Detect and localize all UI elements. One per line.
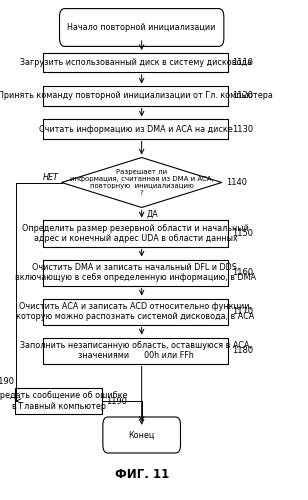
Text: 1110: 1110 (233, 58, 253, 67)
Text: 1140: 1140 (226, 178, 247, 187)
Text: Загрузить использованный диск в систему дисковода: Загрузить использованный диск в систему … (19, 58, 252, 67)
FancyBboxPatch shape (59, 8, 224, 46)
Text: 1130: 1130 (233, 124, 254, 134)
Text: Очистить DMA и записать начальный DFL и DDS,
включающую в себя определенную инфо: Очистить DMA и записать начальный DFL и … (15, 263, 256, 282)
Text: 1190: 1190 (0, 376, 14, 386)
Bar (43, 220, 228, 246)
Text: 1170: 1170 (233, 307, 254, 316)
Text: Определить размер резервной области и начальный
адрес и конечный адрес UDA в обл: Определить размер резервной области и на… (22, 224, 249, 243)
Text: Считать информацию из DMA и ACA на диске: Считать информацию из DMA и ACA на диске (38, 124, 233, 134)
Text: 1180: 1180 (233, 346, 254, 355)
Text: ФИГ. 11: ФИГ. 11 (115, 468, 169, 481)
Polygon shape (62, 158, 222, 208)
FancyBboxPatch shape (103, 417, 180, 453)
Text: 1160: 1160 (233, 268, 254, 277)
Text: Конец: Конец (128, 430, 155, 440)
Bar (43, 338, 228, 363)
Text: ДА: ДА (146, 210, 158, 219)
Bar (43, 53, 228, 72)
Text: Заполнить незаписанную область, оставшуюся в ACA,
значениями      00h или FFh: Заполнить незаписанную область, оставшую… (20, 341, 251, 360)
Text: НЕТ: НЕТ (43, 173, 59, 182)
Text: Разрешает ли
информация, считанная из DMA и ACA,
повторную  инициализацию
?: Разрешает ли информация, считанная из DM… (70, 169, 213, 196)
Bar (43, 298, 228, 324)
Bar (43, 260, 228, 285)
Text: 1190: 1190 (106, 396, 127, 406)
Text: 1150: 1150 (233, 229, 253, 238)
Text: 1120: 1120 (233, 92, 253, 100)
Text: Очистить ACA и записать ACD относительно функции,
которую можно распознать систе: Очистить ACA и записать ACD относительно… (16, 302, 255, 321)
Text: Начало повторной инициализации: Начало повторной инициализации (67, 23, 216, 32)
Text: Передать сообщение об ошибке
в Главный компьютер: Передать сообщение об ошибке в Главный к… (0, 392, 128, 410)
Bar (43, 86, 228, 106)
Bar (15, 388, 102, 414)
Text: Принять команду повторной инициализации от Гл. компьютера: Принять команду повторной инициализации … (0, 92, 273, 100)
Bar (43, 120, 228, 139)
